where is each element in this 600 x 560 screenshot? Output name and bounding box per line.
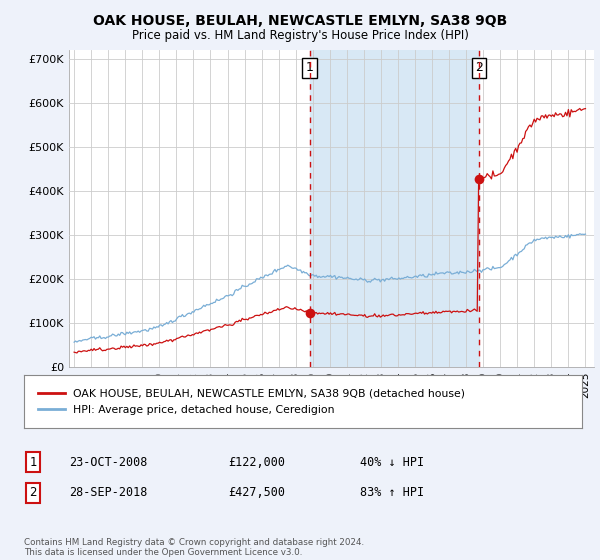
Bar	[310, 50, 479, 367]
Text: 2: 2	[475, 62, 483, 74]
Text: 2: 2	[29, 486, 37, 500]
Text: £122,000: £122,000	[228, 455, 285, 469]
Text: Contains HM Land Registry data © Crown copyright and database right 2024.
This d: Contains HM Land Registry data © Crown c…	[24, 538, 364, 557]
Legend: OAK HOUSE, BEULAH, NEWCASTLE EMLYN, SA38 9QB (detached house), HPI: Average pric: OAK HOUSE, BEULAH, NEWCASTLE EMLYN, SA38…	[32, 383, 471, 421]
Text: 23-OCT-2008: 23-OCT-2008	[69, 455, 148, 469]
Text: 40% ↓ HPI: 40% ↓ HPI	[360, 455, 424, 469]
Text: Price paid vs. HM Land Registry's House Price Index (HPI): Price paid vs. HM Land Registry's House …	[131, 29, 469, 42]
Text: £427,500: £427,500	[228, 486, 285, 500]
Text: 28-SEP-2018: 28-SEP-2018	[69, 486, 148, 500]
Text: OAK HOUSE, BEULAH, NEWCASTLE EMLYN, SA38 9QB: OAK HOUSE, BEULAH, NEWCASTLE EMLYN, SA38…	[93, 14, 507, 28]
Text: 83% ↑ HPI: 83% ↑ HPI	[360, 486, 424, 500]
Text: 1: 1	[305, 62, 313, 74]
Text: 1: 1	[29, 455, 37, 469]
